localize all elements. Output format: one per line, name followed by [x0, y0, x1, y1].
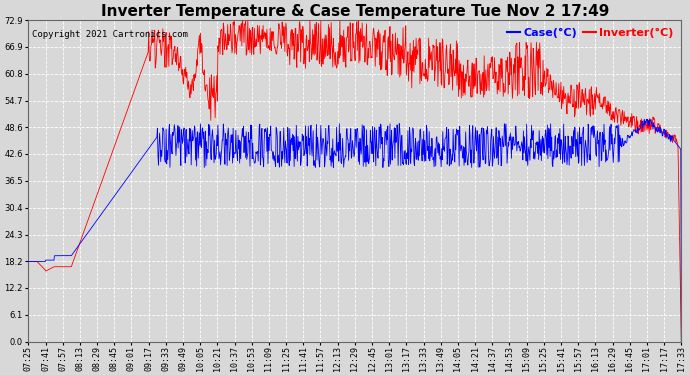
Title: Inverter Temperature & Case Temperature Tue Nov 2 17:49: Inverter Temperature & Case Temperature … — [101, 4, 609, 19]
Text: Copyright 2021 Cartronics.com: Copyright 2021 Cartronics.com — [32, 30, 188, 39]
Legend: Case(°C), Inverter(°C): Case(°C), Inverter(°C) — [504, 26, 676, 40]
